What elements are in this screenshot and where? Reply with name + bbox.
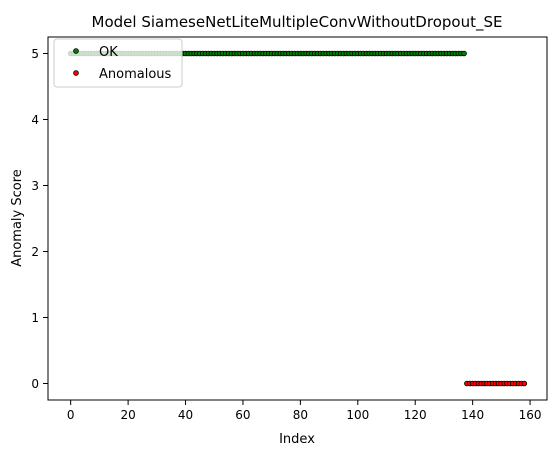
x-tick-label: 80 <box>293 408 308 422</box>
ok-point <box>461 50 467 57</box>
y-tick-label: 5 <box>31 47 39 61</box>
y-tick-label: 2 <box>31 245 39 259</box>
plot-frame <box>47 36 548 401</box>
legend-marker-ok <box>73 48 79 54</box>
x-axis-label: Index <box>279 432 315 447</box>
x-tick-label: 60 <box>235 408 250 422</box>
legend-label-anomalous: Anomalous <box>99 67 172 82</box>
x-tick-label: 160 <box>519 408 542 422</box>
x-axis-ticks: 0 20 40 60 80 100 120 140 160 <box>67 400 542 422</box>
y-tick-label: 1 <box>31 311 39 325</box>
x-tick-label: 40 <box>178 408 193 422</box>
legend: OK Anomalous <box>53 38 183 88</box>
legend-box <box>53 38 183 88</box>
anomalous-point <box>521 380 528 387</box>
chart-title: Model SiameseNetLiteMultipleConvWithoutD… <box>92 13 503 32</box>
y-tick-label: 3 <box>31 179 39 193</box>
x-tick-label: 120 <box>404 408 427 422</box>
legend-marker-anomalous <box>73 70 79 76</box>
legend-label-ok: OK <box>99 45 118 60</box>
x-tick-label: 20 <box>120 408 135 422</box>
y-axis-ticks: 0 1 2 3 4 5 <box>31 47 48 391</box>
y-axis-label: Anomaly Score <box>10 169 25 267</box>
y-tick-label: 4 <box>31 113 39 127</box>
x-tick-label: 100 <box>346 408 369 422</box>
x-tick-label: 0 <box>67 408 75 422</box>
x-tick-label: 140 <box>461 408 484 422</box>
y-tick-label: 0 <box>31 377 39 391</box>
